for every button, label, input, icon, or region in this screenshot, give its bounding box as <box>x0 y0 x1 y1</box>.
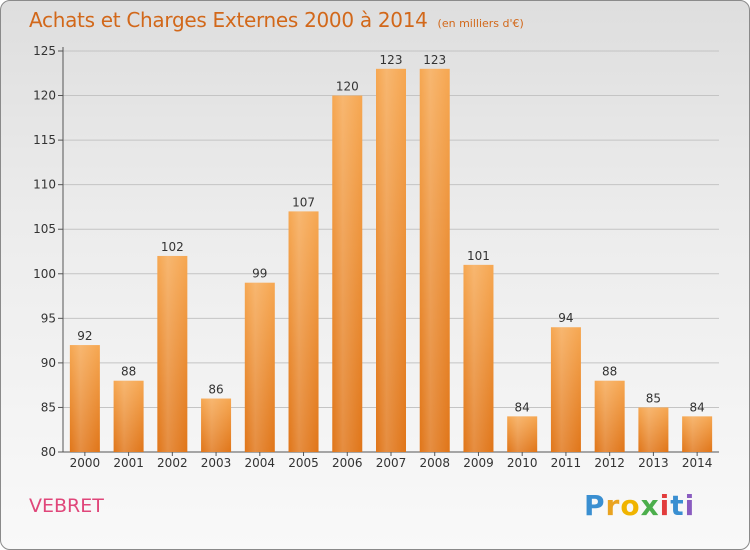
chart-title-text: Achats et Charges Externes 2000 à 2014 <box>29 8 428 32</box>
data-label: 88 <box>602 365 617 379</box>
x-tick-label: 2011 <box>551 456 582 470</box>
bar-shine-2008 <box>419 68 450 453</box>
data-label: 101 <box>467 249 490 263</box>
chart-unit: (en milliers d'€) <box>437 17 524 30</box>
data-label: 84 <box>689 400 704 414</box>
x-tick-label: 2005 <box>288 456 319 470</box>
bar-shine-2011 <box>550 327 581 452</box>
y-tick-label: 95 <box>41 311 56 325</box>
y-tick-label: 85 <box>41 400 56 414</box>
logo-letter: o <box>620 489 641 522</box>
y-tick-label: 125 <box>33 44 56 58</box>
data-label: 120 <box>336 80 359 94</box>
bar-shine-2010 <box>507 416 538 452</box>
y-tick-label: 115 <box>33 133 56 147</box>
x-tick-label: 2002 <box>157 456 188 470</box>
bar-shine-2004 <box>244 282 275 452</box>
x-tick-label: 2003 <box>201 456 232 470</box>
data-label: 88 <box>121 365 136 379</box>
x-tick-label: 2014 <box>682 456 713 470</box>
bar-shine-2005 <box>288 211 319 452</box>
data-label: 85 <box>646 391 661 405</box>
x-tick-label: 2010 <box>507 456 538 470</box>
bar-layer <box>69 68 713 453</box>
y-tick-label: 105 <box>33 222 56 236</box>
logo-letter: P <box>584 489 606 522</box>
x-tick-label: 2001 <box>113 456 144 470</box>
y-tick-label: 90 <box>41 356 56 370</box>
data-label: 84 <box>515 400 530 414</box>
proxiti-logo: Proxiti <box>584 489 695 522</box>
bar-shine-2001 <box>113 380 144 452</box>
x-tick-label: 2007 <box>376 456 407 470</box>
bar-shine-2006 <box>332 95 363 453</box>
chart-title: Achats et Charges Externes 2000 à 2014 (e… <box>29 8 524 32</box>
y-tick-label: 120 <box>33 89 56 103</box>
x-tick-label: 2008 <box>419 456 450 470</box>
data-label: 86 <box>208 383 223 397</box>
logo-letter: x <box>640 489 660 522</box>
bar-shine-2014 <box>682 416 713 452</box>
data-label: 92 <box>77 329 92 343</box>
x-tick-label: 2012 <box>594 456 625 470</box>
logo-letter: i <box>659 489 671 522</box>
bar-shine-2012 <box>594 380 625 452</box>
x-tick-label: 2006 <box>332 456 363 470</box>
data-label: 123 <box>380 53 403 67</box>
bar-shine-2003 <box>201 398 232 452</box>
bar-shine-2009 <box>463 264 494 452</box>
y-tick-label: 110 <box>33 178 56 192</box>
y-tick-label: 100 <box>33 267 56 281</box>
data-label: 94 <box>558 311 573 325</box>
logo-letter: t <box>670 489 685 522</box>
y-tick-label: 80 <box>41 445 56 459</box>
label-layer: 2000 92 2001 88 2002 102 2003 86 2004 99 2005 107 20… <box>70 53 713 470</box>
x-tick-label: 2013 <box>638 456 669 470</box>
bar-shine-2007 <box>376 68 406 453</box>
bar-shine-2002 <box>157 255 188 452</box>
data-label: 107 <box>292 195 315 209</box>
commune-name: VEBRET <box>29 495 104 517</box>
data-label: 123 <box>423 53 446 67</box>
x-tick-label: 2004 <box>245 456 276 470</box>
x-tick-label: 2009 <box>463 456 494 470</box>
bar-shine-2000 <box>69 345 100 452</box>
bar-shine-2013 <box>638 407 669 452</box>
data-label: 99 <box>252 267 267 281</box>
logo-letter: r <box>605 489 621 522</box>
logo-letter: i <box>684 489 696 522</box>
data-label: 102 <box>161 240 184 254</box>
x-tick-label: 2000 <box>70 456 101 470</box>
